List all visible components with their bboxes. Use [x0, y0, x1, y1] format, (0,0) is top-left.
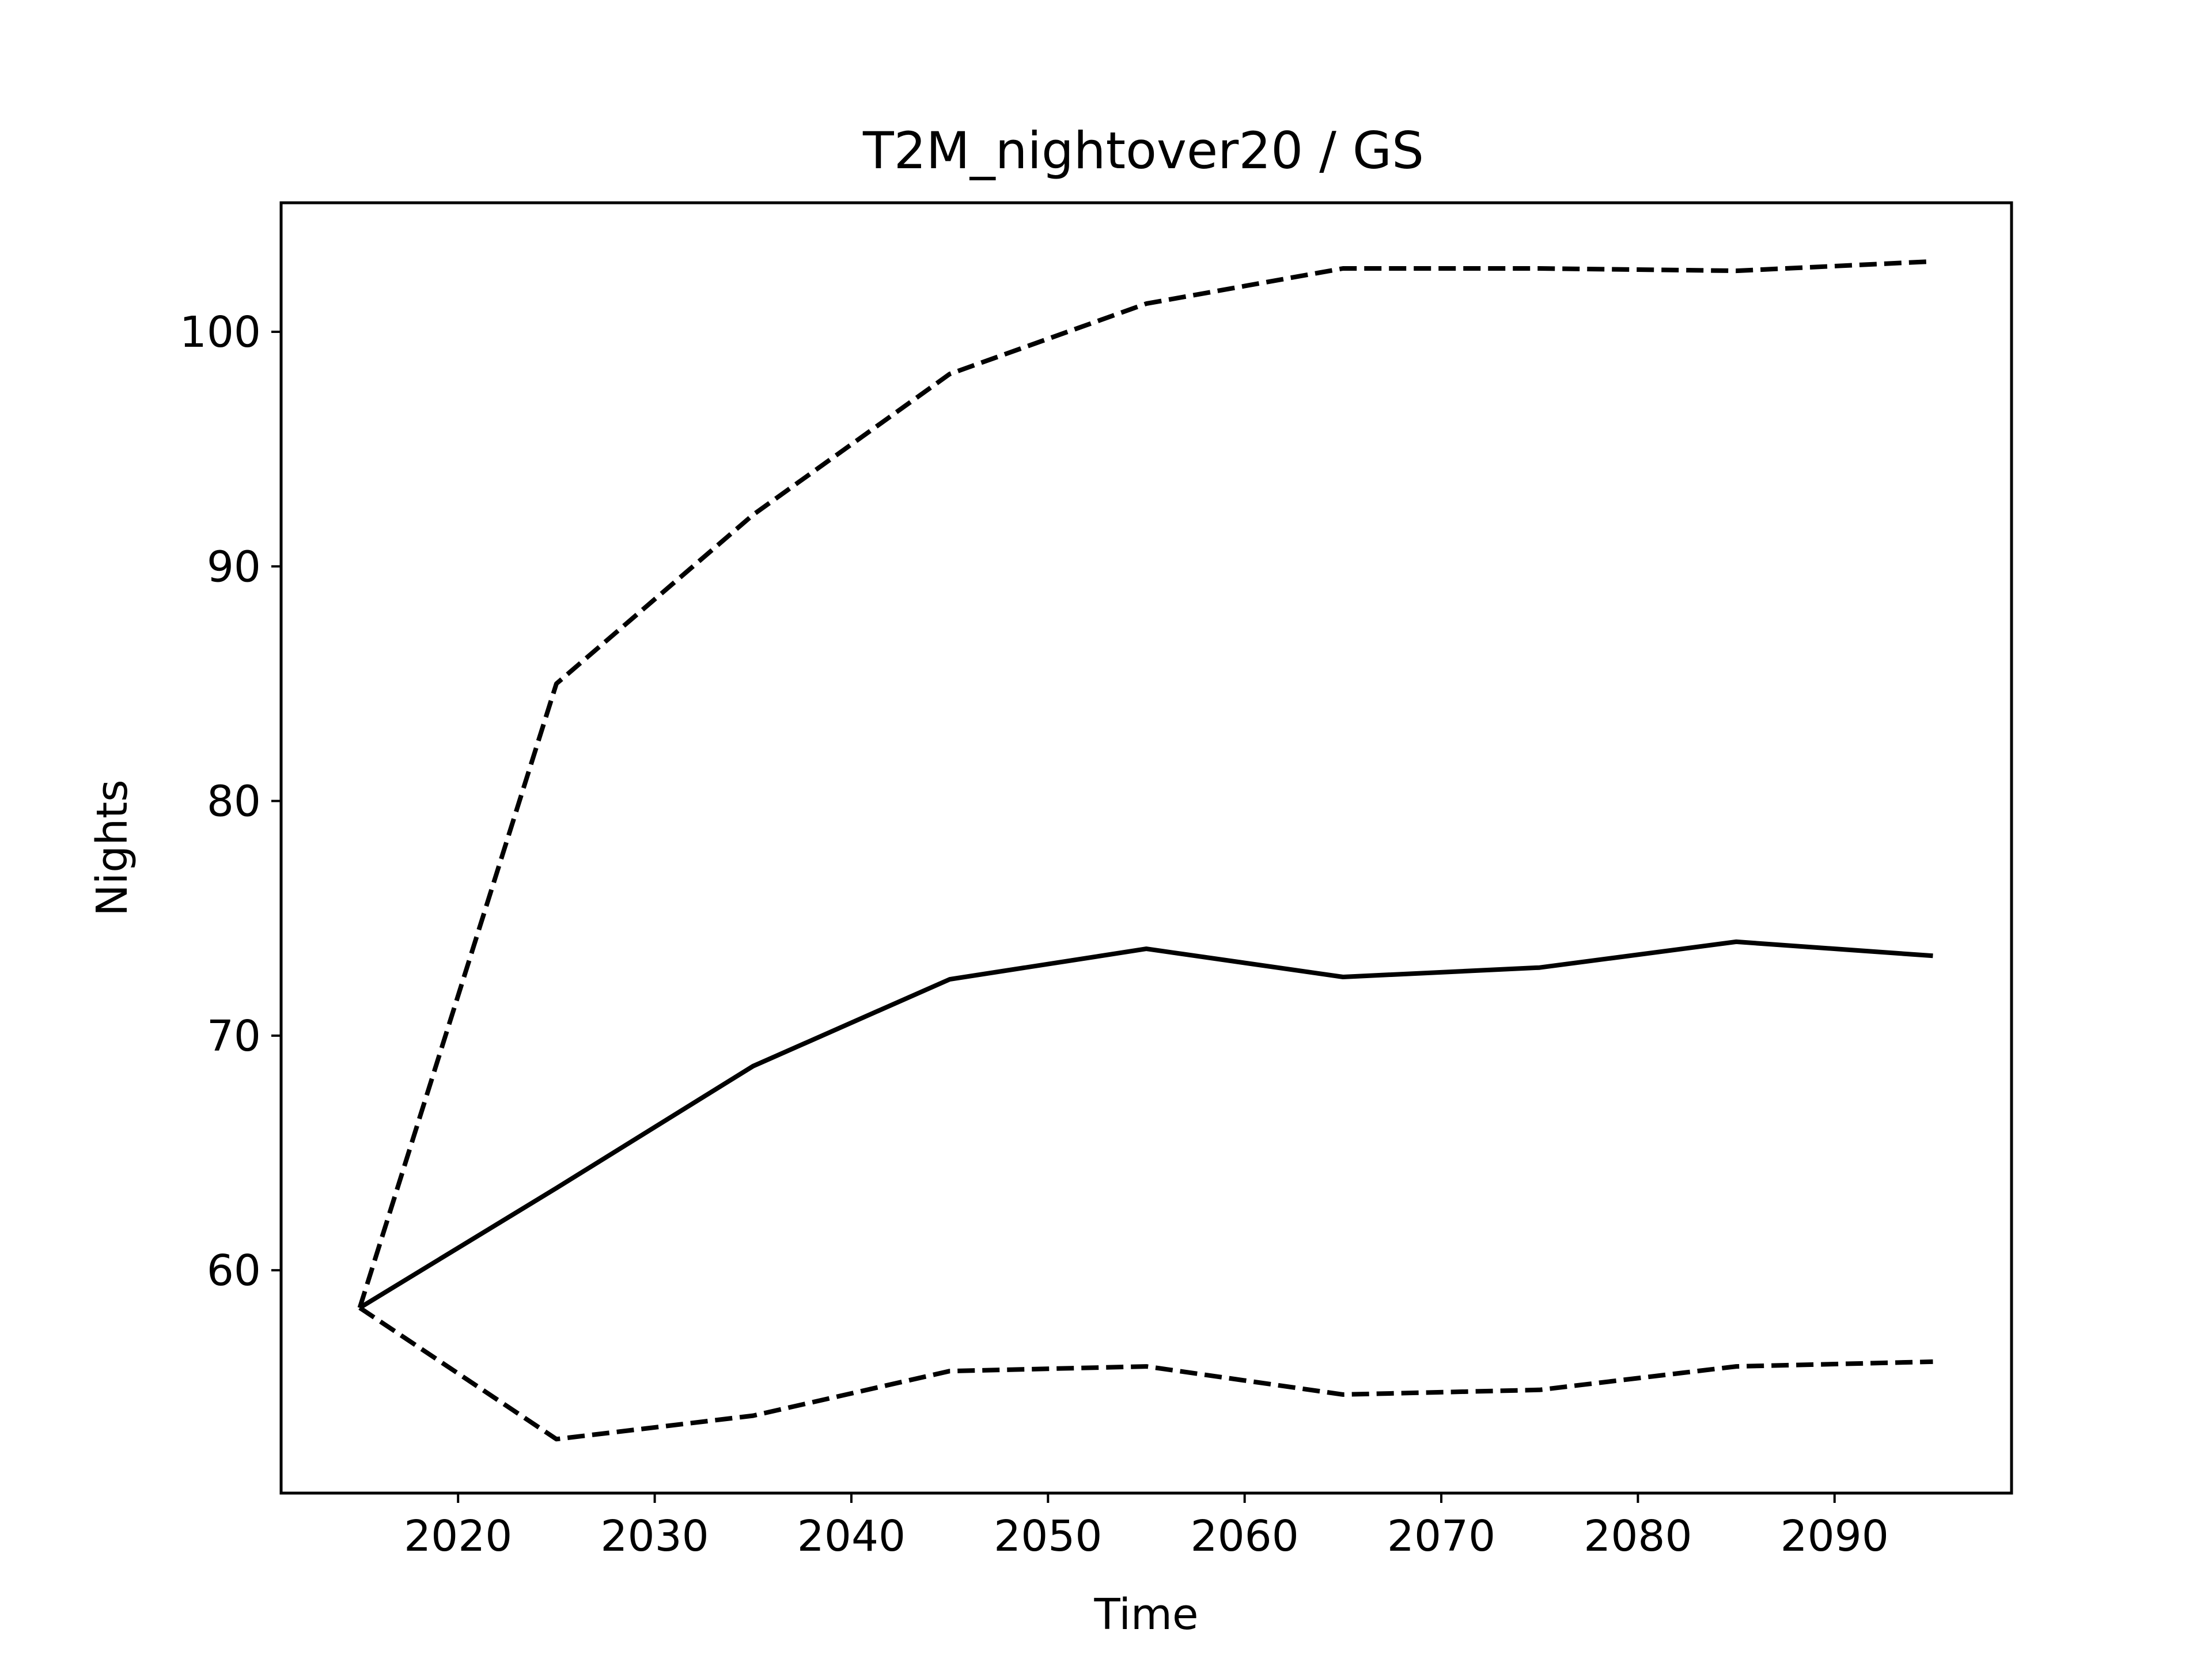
- x-tick-label: 2040: [797, 1512, 906, 1561]
- y-tick-label: 80: [207, 777, 261, 827]
- plot-frame: [279, 201, 2013, 1495]
- series-line-2: [357, 259, 1933, 1309]
- x-tick-label: 2030: [600, 1512, 709, 1561]
- x-tick-label: 2080: [1584, 1512, 1692, 1561]
- y-tick-label: 70: [207, 1012, 261, 1061]
- series-line-1: [358, 939, 1933, 1310]
- x-tick-label: 2020: [404, 1512, 512, 1561]
- series-line-3: [358, 1305, 1933, 1442]
- x-tick-label: 2050: [994, 1512, 1102, 1561]
- y-axis-label: Nights: [88, 779, 137, 916]
- x-tick-label: 2070: [1387, 1512, 1495, 1561]
- chart-title: T2M_nightover20 / GS: [862, 121, 1424, 180]
- plot-series: [357, 259, 1933, 1442]
- x-tick-label: 2060: [1191, 1512, 1299, 1561]
- y-tick-label: 60: [207, 1246, 261, 1296]
- y-axis: 60 70 80 90 100: [180, 308, 281, 1296]
- x-axis: 2020 2030 2040 2050 2060 2070 2080 2090: [404, 1493, 1889, 1561]
- y-tick-label: 100: [180, 308, 261, 357]
- x-tick-label: 2090: [1781, 1512, 1889, 1561]
- x-axis-label: Time: [1093, 1590, 1198, 1639]
- y-tick-label: 90: [207, 542, 261, 592]
